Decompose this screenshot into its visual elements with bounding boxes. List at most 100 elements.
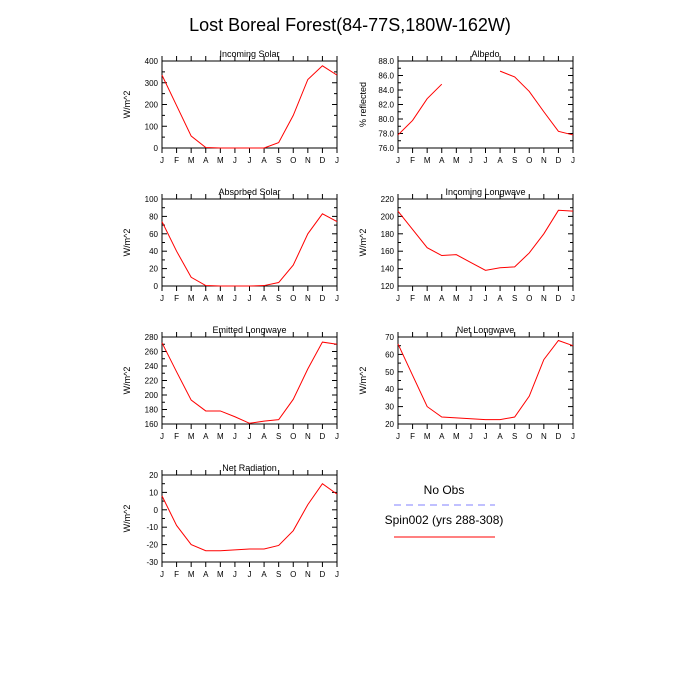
- panel-title: Net Radiation: [222, 463, 277, 473]
- x-tick-label: O: [290, 570, 296, 579]
- y-tick-label: 84.0: [378, 86, 394, 95]
- x-tick-label: J: [233, 294, 237, 303]
- x-tick-label: N: [305, 294, 311, 303]
- panel-4: Emitted Longwave W/m^2 160 180 200 220 240 260 2…: [122, 325, 339, 441]
- x-tick-label: M: [424, 294, 431, 303]
- x-tick-label: J: [484, 294, 488, 303]
- y-axis-label: W/m^2: [122, 367, 132, 395]
- x-tick-label: F: [174, 156, 179, 165]
- y-tick-label: 100: [145, 195, 159, 204]
- x-tick-label: M: [424, 156, 431, 165]
- x-tick-label: A: [261, 156, 267, 165]
- x-tick-label: A: [261, 294, 267, 303]
- x-tick-label: A: [497, 432, 503, 441]
- x-tick-label: N: [305, 156, 311, 165]
- x-tick-label: A: [261, 570, 267, 579]
- y-axis-label: W/m^2: [122, 229, 132, 257]
- x-tick-label: A: [439, 294, 445, 303]
- x-tick-label: J: [469, 294, 473, 303]
- panel-title: Emitted Longwave: [212, 325, 286, 335]
- x-tick-label: M: [217, 570, 224, 579]
- x-tick-label: O: [290, 294, 296, 303]
- x-tick-label: D: [320, 294, 326, 303]
- x-tick-label: J: [248, 294, 252, 303]
- x-tick-label: A: [203, 570, 209, 579]
- x-tick-label: M: [453, 432, 460, 441]
- x-tick-label: J: [396, 432, 400, 441]
- series-line: [161, 213, 338, 287]
- x-tick-label: F: [410, 156, 415, 165]
- y-tick-label: 20: [149, 265, 158, 274]
- y-tick-label: 20: [385, 420, 394, 429]
- x-tick-label: D: [320, 570, 326, 579]
- series-line: [397, 209, 574, 271]
- legend-model-label: Spin002 (yrs 288-308): [385, 513, 504, 527]
- y-tick-label: 88.0: [378, 57, 394, 66]
- y-tick-label: 280: [145, 333, 159, 342]
- y-tick-label: 240: [145, 362, 159, 371]
- y-tick-label: 20: [149, 471, 158, 480]
- x-tick-label: A: [439, 432, 445, 441]
- x-tick-label: J: [571, 432, 575, 441]
- x-tick-label: A: [261, 432, 267, 441]
- x-tick-label: A: [203, 432, 209, 441]
- x-tick-label: A: [203, 156, 209, 165]
- series-line: [397, 339, 574, 421]
- panel-title: Incoming Longwave: [445, 187, 525, 197]
- x-tick-label: O: [526, 294, 532, 303]
- y-tick-label: 78.0: [378, 130, 394, 139]
- plot-frame: [397, 198, 574, 287]
- x-tick-label: J: [571, 156, 575, 165]
- x-tick-label: O: [290, 156, 296, 165]
- legend: No Obs Spin002 (yrs 288-308): [385, 483, 504, 538]
- x-tick-label: M: [453, 294, 460, 303]
- x-tick-label: M: [217, 156, 224, 165]
- x-tick-label: J: [233, 156, 237, 165]
- panel-1: Albedo % reflected 76.0 78.0 80.0 82.0 84.0 86.…: [358, 49, 575, 165]
- x-tick-label: F: [410, 294, 415, 303]
- y-axis-label: W/m^2: [358, 229, 368, 257]
- y-tick-label: 180: [381, 230, 395, 239]
- x-tick-label: F: [174, 432, 179, 441]
- page-title: Lost Boreal Forest(84-77S,180W-162W): [189, 15, 511, 35]
- series-line: [161, 65, 338, 149]
- y-tick-label: 160: [145, 420, 159, 429]
- x-tick-label: M: [188, 570, 195, 579]
- y-tick-label: 400: [145, 57, 159, 66]
- x-tick-label: N: [541, 432, 547, 441]
- series-line: [161, 482, 338, 552]
- y-tick-label: 50: [385, 368, 394, 377]
- x-tick-label: J: [233, 570, 237, 579]
- x-tick-label: M: [217, 432, 224, 441]
- x-tick-label: M: [217, 294, 224, 303]
- plot-frame: [397, 336, 574, 425]
- panel-title: Net Longwave: [457, 325, 515, 335]
- x-tick-label: F: [410, 432, 415, 441]
- x-tick-label: J: [160, 294, 164, 303]
- y-tick-label: 180: [145, 406, 159, 415]
- x-tick-label: D: [320, 432, 326, 441]
- y-tick-label: 0: [154, 144, 159, 153]
- plot-frame: [161, 60, 338, 149]
- y-tick-label: 82.0: [378, 101, 394, 110]
- x-tick-label: N: [305, 432, 311, 441]
- y-tick-label: 160: [381, 247, 395, 256]
- panel-title: Absorbed Solar: [218, 187, 280, 197]
- series-line: [161, 341, 338, 424]
- y-axis-label: % reflected: [358, 82, 368, 127]
- x-tick-label: J: [335, 570, 339, 579]
- y-tick-label: -20: [146, 541, 158, 550]
- y-tick-label: 86.0: [378, 72, 394, 81]
- x-tick-label: A: [497, 294, 503, 303]
- y-axis-label: W/m^2: [358, 367, 368, 395]
- x-tick-label: J: [160, 156, 164, 165]
- plot-frame: [161, 336, 338, 425]
- x-tick-label: J: [335, 432, 339, 441]
- y-tick-label: 60: [385, 350, 394, 359]
- x-tick-label: J: [469, 156, 473, 165]
- y-tick-label: 140: [381, 265, 395, 274]
